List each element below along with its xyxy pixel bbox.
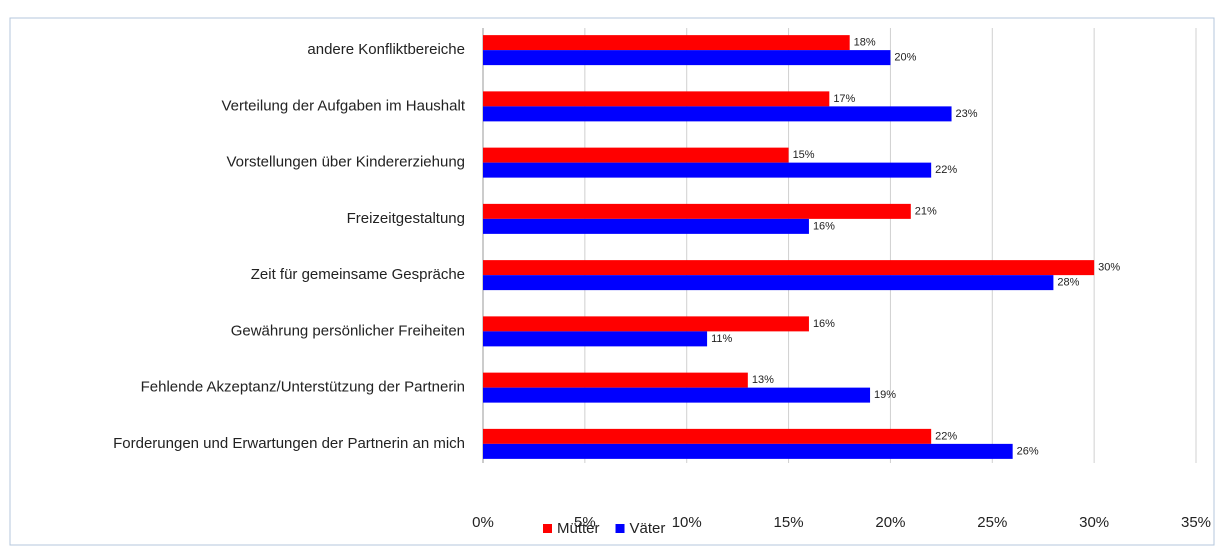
value-label: 26% <box>1017 445 1039 457</box>
bar <box>483 147 789 163</box>
y-tick-label: andere Konfliktbereiche <box>307 41 465 58</box>
bar <box>483 50 891 66</box>
y-tick-label: Forderungen und Erwartungen der Partneri… <box>113 435 465 452</box>
y-tick-label: Gewährung persönlicher Freiheiten <box>231 322 465 339</box>
value-label: 18% <box>854 37 876 49</box>
value-label: 11% <box>711 333 732 345</box>
value-label: 20% <box>894 52 916 64</box>
bar <box>483 106 952 122</box>
value-label: 16% <box>813 318 835 330</box>
bar <box>483 91 830 107</box>
x-tick-label: 5% <box>574 514 596 531</box>
x-tick-label: 15% <box>774 514 804 531</box>
y-tick-label: Fehlende Akzeptanz/Unterstützung der Par… <box>141 379 465 396</box>
value-label: 19% <box>874 389 896 401</box>
x-tick-label: 20% <box>875 514 905 531</box>
bar <box>483 260 1095 276</box>
bar <box>483 443 1013 459</box>
bar <box>483 162 932 178</box>
value-label: 17% <box>833 93 855 105</box>
legend-label: Väter <box>630 520 666 537</box>
y-tick-label: Zeit für gemeinsame Gespräche <box>251 266 465 283</box>
bar <box>483 203 911 219</box>
x-tick-label: 35% <box>1181 514 1211 531</box>
x-tick-label: 30% <box>1079 514 1109 531</box>
chart-border <box>9 17 1215 546</box>
legend-swatch <box>543 524 552 533</box>
bar <box>483 428 932 444</box>
bar <box>483 275 1054 291</box>
x-tick-label: 0% <box>472 514 494 531</box>
value-label: 21% <box>915 205 937 217</box>
y-tick-label: Vorstellungen über Kindererziehung <box>227 154 466 171</box>
value-label: 30% <box>1098 262 1120 274</box>
legend-swatch <box>615 524 625 533</box>
value-label: 16% <box>813 220 835 232</box>
value-label: 28% <box>1057 277 1079 289</box>
y-tick-label: Freizeitgestaltung <box>347 210 465 227</box>
bar <box>483 218 809 234</box>
bar <box>483 331 708 347</box>
x-tick-label: 10% <box>672 514 702 531</box>
value-label: 23% <box>956 108 978 120</box>
bar <box>483 387 871 403</box>
value-label: 15% <box>793 149 815 161</box>
y-tick-label: Verteilung der Aufgaben im Haushalt <box>222 97 466 114</box>
bar <box>483 35 850 51</box>
value-label: 13% <box>752 374 774 386</box>
bar <box>483 316 809 332</box>
value-label: 22% <box>935 430 957 442</box>
value-label: 22% <box>935 164 957 176</box>
bar <box>483 372 748 388</box>
legend-label: Mütter <box>557 520 600 537</box>
x-tick-label: 25% <box>977 514 1007 531</box>
